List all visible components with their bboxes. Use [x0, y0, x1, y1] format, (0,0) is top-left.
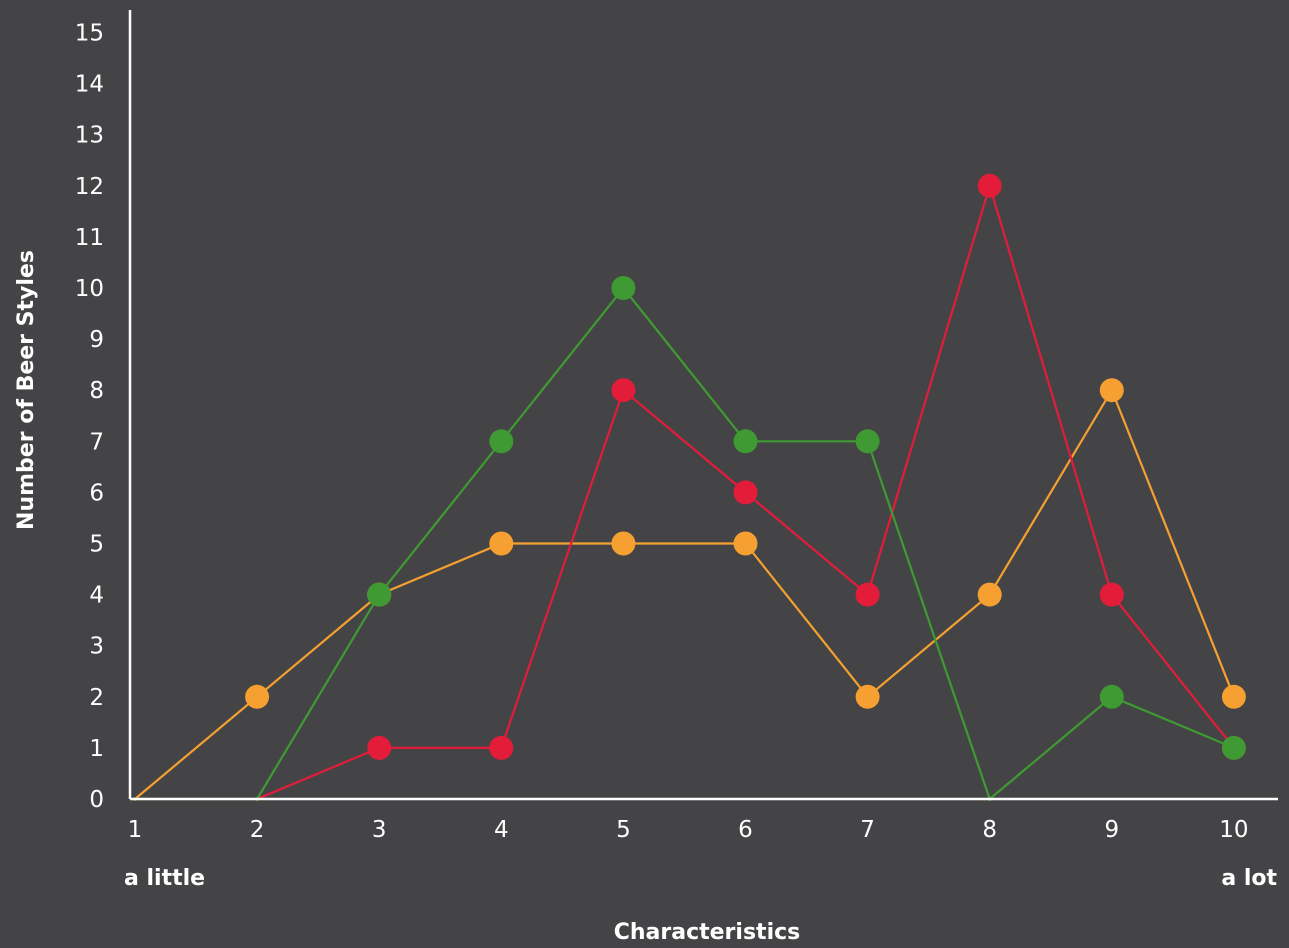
- data-point: [1221, 684, 1246, 709]
- y-tick-label: 4: [89, 583, 104, 609]
- x-tick-label: 10: [1219, 817, 1248, 843]
- series-3: [133, 276, 1246, 801]
- y-tick-label: 3: [89, 634, 104, 660]
- series-line: [135, 181, 1235, 801]
- data-point: [1099, 684, 1124, 709]
- y-tick-label: 11: [75, 225, 104, 251]
- data-point: [733, 429, 758, 454]
- data-point: [1099, 378, 1124, 403]
- series-2: [133, 173, 1246, 801]
- data-point: [489, 735, 514, 760]
- y-tick-label: 13: [75, 123, 104, 149]
- data-point: [367, 582, 392, 607]
- data-point: [977, 582, 1002, 607]
- data-point: [855, 684, 880, 709]
- x-tick-label: 2: [250, 817, 265, 843]
- data-point: [977, 173, 1002, 198]
- y-tick-label: 2: [89, 685, 104, 711]
- y-tick-label: 15: [75, 21, 104, 47]
- y-tick-label: 9: [89, 327, 104, 353]
- x-tick-labels: 1 2 3 4 5 6 7 8 9 10: [128, 817, 1249, 843]
- data-point: [733, 531, 758, 556]
- data-point: [489, 531, 514, 556]
- series-line: [134, 387, 1235, 800]
- data-point: [1221, 735, 1246, 760]
- data-point: [611, 276, 636, 300]
- x-tick-label: 1: [128, 817, 143, 843]
- y-tick-label: 12: [75, 174, 104, 200]
- data-point: [855, 429, 880, 454]
- data-point: [733, 480, 758, 505]
- data-point: [855, 582, 880, 607]
- y-tick-label: 10: [75, 276, 104, 302]
- data-point: [367, 735, 392, 760]
- data-point: [611, 531, 636, 556]
- x-tick-label: 5: [616, 817, 631, 843]
- series-layer: [133, 173, 1246, 801]
- x-tick-label: 8: [982, 817, 997, 843]
- data-point: [245, 684, 270, 709]
- x-tick-label: 9: [1104, 817, 1119, 843]
- y-tick-label: 1: [89, 736, 104, 762]
- x-high-label: a lot: [1221, 866, 1277, 891]
- series-1: [133, 378, 1246, 801]
- y-tick-label: 14: [75, 72, 104, 98]
- y-axis-title: Number of Beer Styles: [14, 250, 39, 530]
- data-point: [1099, 582, 1124, 607]
- x-axis-title: Characteristics: [614, 920, 801, 945]
- x-tick-label: 6: [738, 817, 753, 843]
- x-tick-label: 4: [494, 817, 509, 843]
- y-tick-label: 7: [89, 429, 104, 455]
- series-line: [135, 286, 1235, 801]
- x-low-label: a little: [124, 866, 205, 891]
- x-tick-label: 7: [860, 817, 875, 843]
- y-tick-label: 6: [89, 480, 104, 506]
- x-tick-label: 3: [372, 817, 387, 843]
- y-tick-label: 5: [89, 532, 104, 558]
- data-point: [611, 378, 636, 403]
- data-point: [489, 429, 514, 454]
- y-tick-label: 8: [89, 378, 104, 404]
- y-tick-label: 0: [89, 787, 104, 813]
